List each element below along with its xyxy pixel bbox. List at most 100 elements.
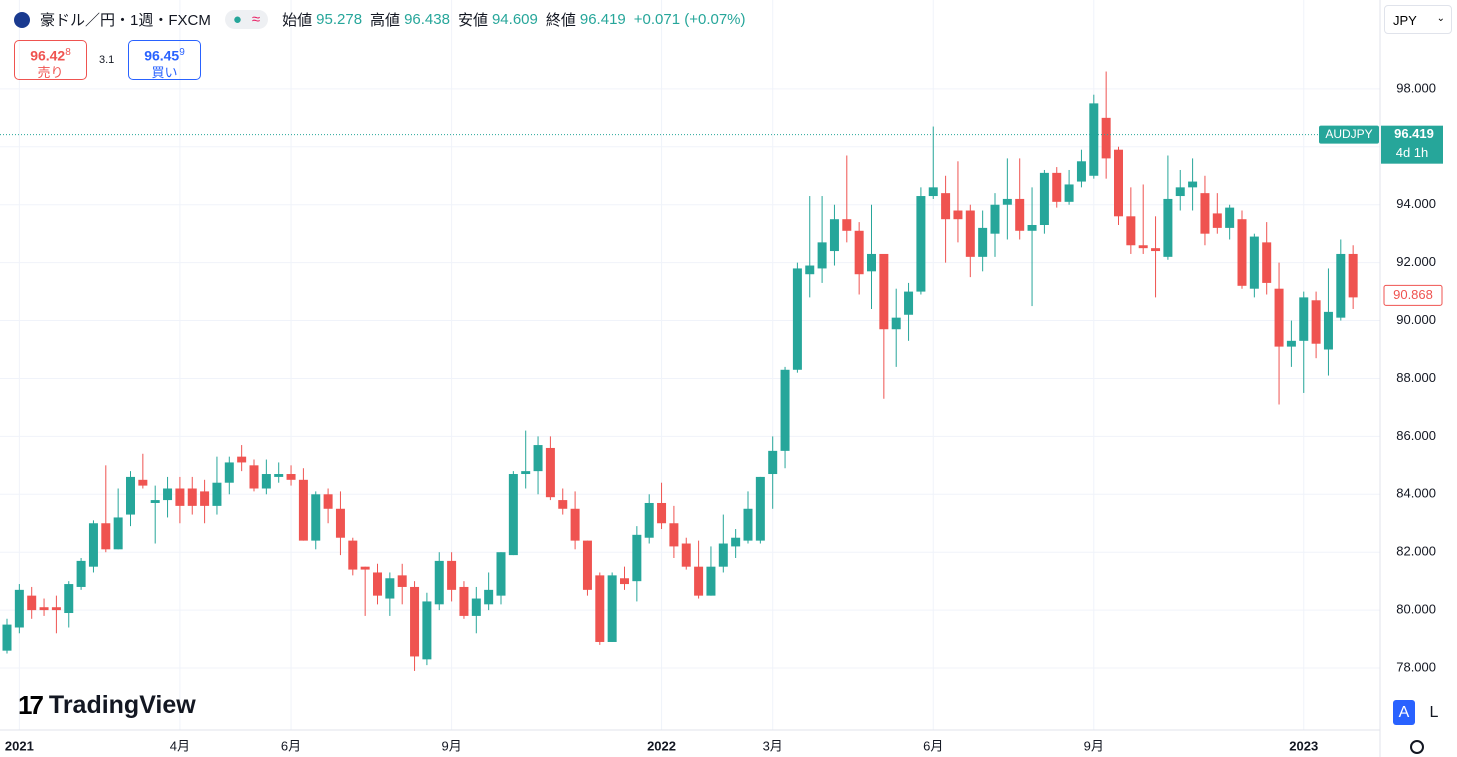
change: +0.071 (+0.07%) bbox=[633, 11, 746, 28]
candle-body bbox=[620, 578, 629, 585]
candle-body bbox=[731, 537, 741, 547]
x-tick-label: 2023 bbox=[1289, 738, 1318, 753]
candle-body bbox=[1163, 198, 1173, 257]
sell-label: 売り bbox=[37, 65, 64, 81]
candle-body bbox=[397, 575, 407, 587]
x-tick-label: 6月 bbox=[923, 738, 943, 753]
close-value: 96.419 bbox=[579, 11, 626, 28]
candle-body bbox=[175, 488, 185, 506]
candle-body bbox=[521, 471, 531, 475]
candle-body bbox=[829, 219, 839, 252]
candle-body bbox=[187, 488, 197, 506]
candle-body bbox=[718, 543, 728, 567]
y-tick-label: 80.000 bbox=[1396, 602, 1436, 617]
candle-body bbox=[706, 566, 716, 596]
candle-body bbox=[632, 534, 642, 582]
candle-body bbox=[101, 523, 111, 550]
auto-scale-button[interactable]: A bbox=[1393, 700, 1415, 725]
candle-body bbox=[2, 624, 12, 651]
candle-body bbox=[335, 508, 345, 538]
y-tick-label: 94.000 bbox=[1396, 196, 1436, 211]
status: ● ≈ bbox=[224, 10, 269, 29]
candle-body bbox=[1237, 219, 1247, 286]
symbol-tag-text: AUDJPY bbox=[1325, 127, 1372, 141]
candle-body bbox=[27, 595, 37, 611]
legend-bar: 豪ドル／円・1週・FXCM ● ≈ 始値 95.278 高値 96.438 安値 94.… bbox=[14, 9, 746, 30]
candle-body bbox=[817, 242, 827, 269]
candle-body bbox=[1151, 248, 1161, 252]
candle-body bbox=[1039, 172, 1049, 225]
buy-price: 96.45 bbox=[144, 47, 180, 64]
candle-body bbox=[1200, 193, 1210, 234]
flag-icon bbox=[14, 11, 30, 28]
candle-body bbox=[768, 450, 778, 475]
log-scale-button[interactable]: L bbox=[1429, 704, 1439, 721]
candle-body bbox=[792, 268, 802, 370]
candle-body bbox=[422, 601, 432, 660]
low-label: 安値 bbox=[457, 12, 488, 29]
candle-body bbox=[1002, 198, 1012, 205]
candle-body bbox=[1348, 253, 1358, 298]
candle-body bbox=[1188, 181, 1198, 188]
candle-body bbox=[1015, 198, 1025, 231]
candle-body bbox=[1336, 253, 1346, 318]
high-label: 高値 bbox=[370, 12, 401, 29]
settings-icon[interactable] bbox=[1410, 740, 1424, 754]
buy-label: 買い bbox=[151, 65, 178, 81]
candle-body bbox=[1138, 245, 1148, 249]
symbol[interactable]: 豪ドル／円・1週・FXCM bbox=[40, 12, 211, 29]
candle-body bbox=[138, 479, 148, 486]
candle-body bbox=[607, 575, 617, 642]
candle-body bbox=[743, 508, 753, 541]
candle-body bbox=[1064, 184, 1074, 202]
candle-body bbox=[990, 204, 1000, 234]
sell-button[interactable]: 96.428 売り bbox=[14, 40, 87, 80]
open-value: 95.278 bbox=[316, 11, 363, 28]
candle-body bbox=[916, 196, 926, 292]
candle-body bbox=[928, 187, 938, 197]
candle-body bbox=[434, 560, 444, 605]
candle-body bbox=[657, 502, 667, 524]
candle-body bbox=[298, 479, 308, 541]
candle-body bbox=[508, 474, 518, 556]
candle-body bbox=[76, 560, 86, 587]
y-tick-label: 88.000 bbox=[1396, 370, 1436, 385]
candle-body bbox=[1323, 311, 1333, 350]
candle-body bbox=[669, 523, 679, 547]
candle-body bbox=[1076, 161, 1086, 182]
y-tick-label: 90.000 bbox=[1396, 312, 1436, 327]
logo-text: TradingView bbox=[48, 691, 196, 719]
candle-body bbox=[1262, 242, 1272, 283]
candle-body bbox=[1274, 288, 1284, 347]
candle-body bbox=[150, 500, 160, 503]
candle-body bbox=[545, 447, 555, 498]
candle-body bbox=[842, 219, 852, 231]
currency-select[interactable]: JPY ⌄ bbox=[1384, 5, 1452, 34]
candle-body bbox=[1299, 297, 1309, 341]
candle-body bbox=[39, 607, 49, 611]
candle-body bbox=[1027, 224, 1037, 231]
x-tick-label: 3月 bbox=[763, 738, 783, 753]
x-tick-label: 2021 bbox=[5, 738, 34, 753]
candle-body bbox=[879, 253, 889, 330]
candle-body bbox=[410, 586, 420, 657]
low-value: 94.609 bbox=[491, 11, 538, 28]
x-tick-label: 4月 bbox=[170, 738, 190, 753]
candle-body bbox=[224, 462, 234, 483]
buy-button[interactable]: 96.459 買い bbox=[128, 40, 201, 80]
candle-body bbox=[558, 500, 568, 509]
candle-body bbox=[126, 476, 135, 515]
x-tick-label: 2022 bbox=[647, 738, 676, 753]
candle-body bbox=[780, 369, 790, 451]
candle-body bbox=[694, 566, 704, 596]
candle-body bbox=[644, 502, 654, 538]
y-tick-label: 92.000 bbox=[1396, 254, 1436, 269]
candle-body bbox=[311, 494, 321, 541]
candle-body bbox=[200, 491, 210, 506]
candle-body bbox=[755, 476, 765, 541]
y-tick-label: 86.000 bbox=[1396, 428, 1436, 443]
sell-pip: 8 bbox=[65, 47, 71, 58]
candle-body bbox=[348, 540, 358, 570]
candle-body bbox=[113, 517, 123, 550]
